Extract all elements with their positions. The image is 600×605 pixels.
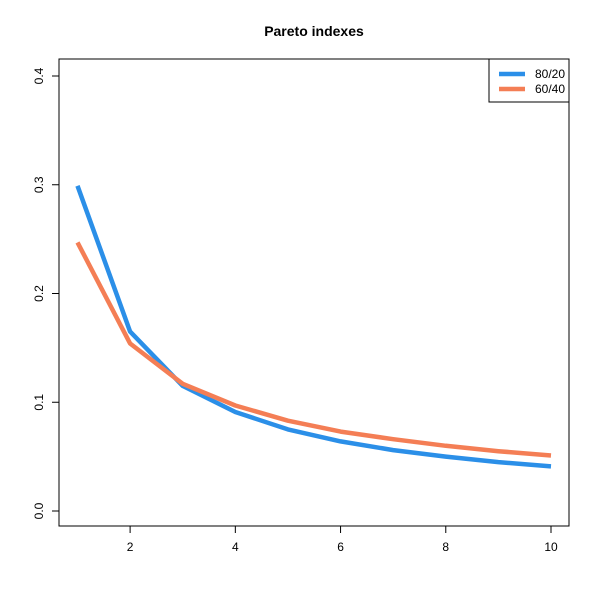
y-tick-label: 0.0 [32,502,46,519]
legend-box [488,58,570,103]
series-line-60-40 [75,241,552,458]
legend-label: 60/40 [535,82,565,96]
y-tick-label: 0.1 [32,394,46,411]
x-tick-label: 4 [232,540,239,554]
plot-frame [58,58,570,527]
y-tick-label: 0.4 [32,67,46,84]
x-tick-label: 10 [544,540,558,554]
legend-label: 80/20 [535,67,565,81]
x-tick-label: 2 [127,540,134,554]
chart-title: Pareto indexes [264,23,364,39]
x-tick-label: 8 [442,540,449,554]
y-tick-label: 0.3 [32,176,46,193]
y-tick-label: 0.2 [32,285,46,302]
x-tick-label: 6 [337,540,344,554]
series-line-80-20 [75,185,552,469]
